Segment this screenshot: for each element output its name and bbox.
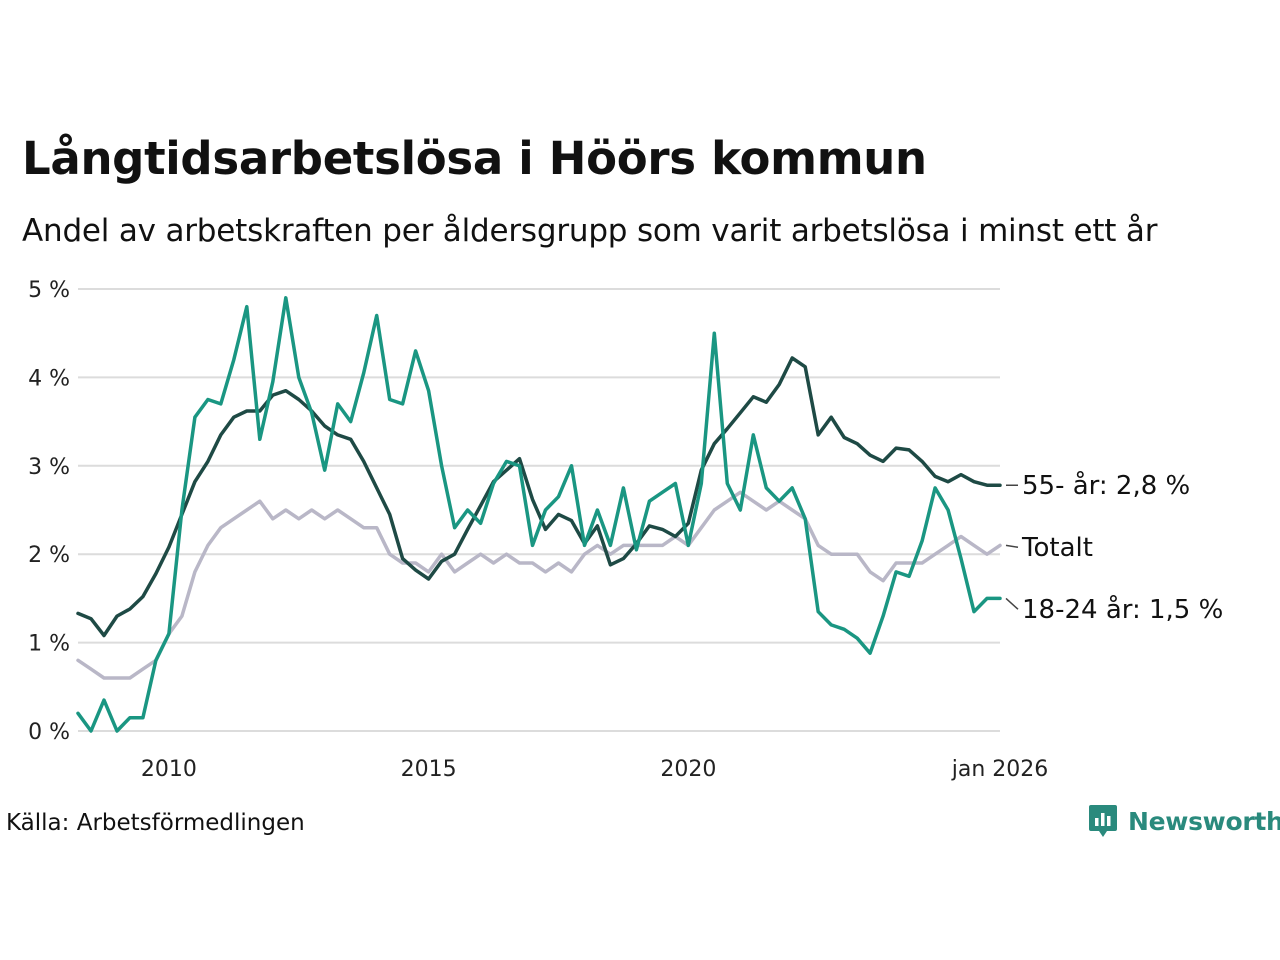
y-tick-label: 5 % bbox=[28, 278, 70, 303]
x-tick-label: 2015 bbox=[401, 757, 457, 782]
brand-name: Newsworthy bbox=[1128, 806, 1280, 836]
brand-logo: Newsworthy bbox=[1088, 803, 1280, 839]
x-tick-label: 2010 bbox=[141, 757, 197, 782]
series-end-label: Totalt bbox=[1021, 533, 1093, 563]
x-tick-label: jan 2026 bbox=[951, 757, 1049, 782]
series-line-18-24-r bbox=[76, 296, 1002, 733]
chart-title: Långtidsarbetslösa i Höörs kommun bbox=[22, 132, 927, 185]
newsworthy-logo-icon bbox=[1089, 805, 1117, 837]
y-tick-label: 2 % bbox=[28, 543, 70, 568]
series-label-connector bbox=[1005, 544, 1019, 548]
series-label-connector bbox=[1005, 597, 1019, 610]
series-line-totalt bbox=[76, 490, 1002, 680]
y-tick-label: 3 % bbox=[28, 455, 70, 480]
y-tick-label: 4 % bbox=[28, 366, 70, 391]
series-line-55-r bbox=[76, 356, 1002, 638]
x-tick-label: 2020 bbox=[660, 757, 716, 782]
y-tick-label: 1 % bbox=[28, 632, 70, 657]
chart-subtitle: Andel av arbetskraften per åldersgrupp s… bbox=[22, 213, 1158, 249]
series-end-label: 18-24 år: 1,5 % bbox=[1022, 594, 1223, 625]
series-end-label: 55- år: 2,8 % bbox=[1022, 470, 1190, 501]
source-note: Källa: Arbetsförmedlingen bbox=[6, 810, 305, 836]
y-tick-label: 0 % bbox=[28, 720, 70, 745]
